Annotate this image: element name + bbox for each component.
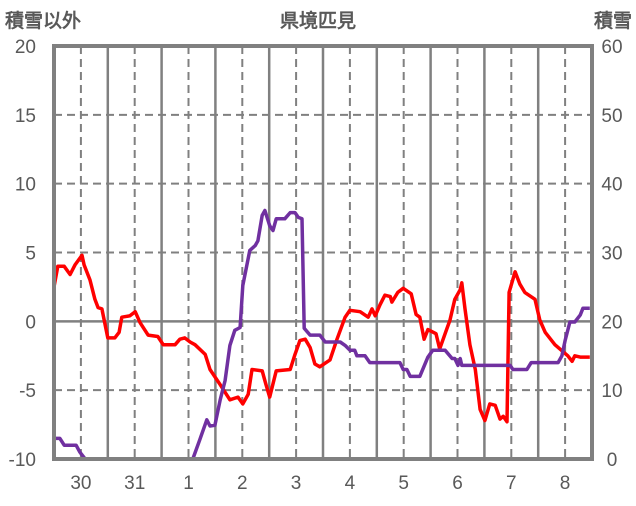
x-tick-label: 7 [506, 473, 517, 494]
left-axis-label: 積雪以外 [5, 9, 81, 32]
x-tick-label: 31 [124, 473, 145, 494]
left-tick-label: 5 [25, 244, 36, 265]
right-tick-label: 0 [607, 450, 618, 471]
x-tick-label: 2 [237, 473, 248, 494]
x-tick-label: 5 [398, 473, 409, 494]
right-tick-label: 30 [601, 244, 622, 265]
right-tick-label: 50 [601, 106, 622, 127]
temperature-series-line [52, 253, 590, 424]
left-tick-label: 10 [15, 175, 36, 196]
x-tick-label: 3 [291, 473, 302, 494]
left-tick-label: 20 [15, 37, 36, 58]
x-tick-label: 30 [70, 473, 91, 494]
x-tick-label: 8 [560, 473, 571, 494]
x-tick-label: 1 [183, 473, 194, 494]
left-tick-label: 0 [25, 312, 36, 333]
chart-title: 県境匹見 [280, 9, 356, 32]
right-tick-label: 40 [601, 175, 622, 196]
series-layer [52, 208, 590, 461]
x-tick-label: 6 [452, 473, 463, 494]
right-tick-label: 10 [601, 381, 622, 402]
right-tick-label: 60 [601, 37, 622, 58]
snow-depth-series-line [54, 208, 590, 461]
right-tick-label: 20 [601, 312, 622, 333]
x-tick-label: 4 [345, 473, 356, 494]
grid [54, 46, 592, 459]
plot-frame [52, 44, 594, 461]
left-tick-label: 15 [15, 106, 36, 127]
left-tick-label: -10 [9, 450, 36, 471]
left-tick-label: -5 [19, 381, 36, 402]
right-axis-label: 積雪 [594, 9, 632, 32]
